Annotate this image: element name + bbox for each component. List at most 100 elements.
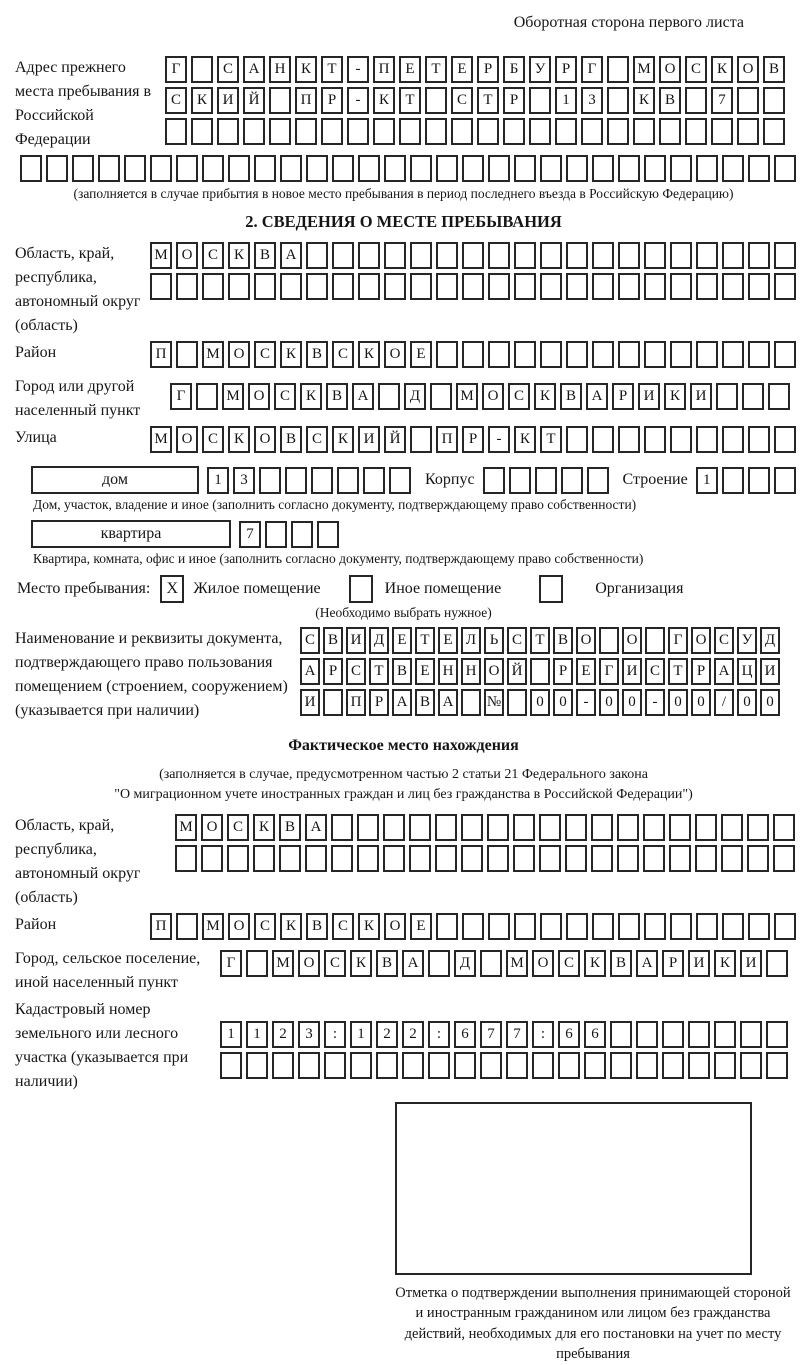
char-cell	[722, 155, 744, 182]
char-cell: Т	[321, 56, 343, 83]
char-cell	[72, 155, 94, 182]
char-cell	[774, 341, 796, 368]
document-field: Наименование и реквизиты документа, подт…	[15, 627, 792, 723]
char-cell: Т	[668, 658, 688, 685]
char-cell	[410, 426, 432, 453]
char-cell	[332, 155, 354, 182]
char-cell: 6	[454, 1020, 476, 1048]
char-cell: О	[384, 341, 406, 368]
char-cell	[669, 844, 691, 872]
char-cell	[618, 912, 640, 940]
char-cell	[436, 242, 458, 269]
char-cell: О	[737, 56, 759, 83]
char-cell	[462, 341, 484, 368]
char-cell: С	[714, 627, 734, 654]
char-cell: К	[358, 912, 380, 940]
char-cell	[633, 118, 655, 145]
char-cell	[659, 118, 681, 145]
char-cell: Р	[612, 383, 634, 410]
char-cell: 7	[239, 520, 261, 548]
district-label: Район	[15, 344, 57, 361]
char-cell	[461, 813, 483, 841]
char-cell	[514, 341, 536, 368]
char-cell	[529, 87, 551, 114]
char-cell: В	[610, 949, 632, 977]
char-cell	[540, 341, 562, 368]
char-cell	[436, 273, 458, 300]
char-cell	[688, 1020, 710, 1048]
char-cell: Т	[425, 56, 447, 83]
char-cell: 0	[691, 689, 711, 716]
char-cell: А	[438, 689, 458, 716]
char-cell: Р	[503, 87, 525, 114]
char-cell: 0	[553, 689, 573, 716]
char-cell: В	[306, 912, 328, 940]
char-cell: С	[227, 813, 249, 841]
char-cell	[389, 466, 411, 494]
char-cell: В	[254, 242, 276, 269]
char-cell: Т	[530, 627, 550, 654]
char-cell: 1	[555, 87, 577, 114]
char-cell: И	[358, 426, 380, 453]
char-cell: О	[484, 658, 504, 685]
char-cell	[599, 627, 619, 654]
char-cell	[399, 118, 421, 145]
char-cell	[176, 341, 198, 368]
char-cell	[358, 273, 380, 300]
char-cell	[774, 155, 796, 182]
char-cell: Й	[243, 87, 265, 114]
char-cell: О	[622, 627, 642, 654]
char-cell: К	[280, 912, 302, 940]
char-cell: С	[202, 426, 224, 453]
char-cell: Г	[668, 627, 688, 654]
char-cell: А	[586, 383, 608, 410]
char-cell	[617, 813, 639, 841]
char-cell: О	[576, 627, 596, 654]
char-cell: С	[300, 627, 320, 654]
char-cell	[566, 155, 588, 182]
char-cell	[513, 844, 535, 872]
char-cell: В	[415, 689, 435, 716]
char-cell	[488, 341, 510, 368]
confirmation-stamp-box	[395, 1101, 752, 1275]
actual-region-label: Область, край, республика, автономный ок…	[15, 816, 141, 906]
char-cell: 7	[506, 1020, 528, 1048]
char-cell	[514, 273, 536, 300]
char-cell	[592, 155, 614, 182]
char-cell	[748, 912, 770, 940]
char-cell	[487, 813, 509, 841]
street-label: Улица	[15, 429, 57, 446]
char-cell	[488, 273, 510, 300]
char-cell	[321, 118, 343, 145]
checkbox-organizatsiya	[539, 575, 564, 603]
char-cell: 2	[376, 1020, 398, 1048]
region-field: Область, край, республика, автономный ок…	[15, 242, 796, 338]
char-cell	[540, 155, 562, 182]
char-cell: 3	[233, 466, 255, 494]
char-cell	[246, 1051, 268, 1079]
char-cell	[566, 341, 588, 368]
char-cell	[607, 87, 629, 114]
char-cell: О	[659, 56, 681, 83]
char-cell	[435, 813, 457, 841]
char-cell: А	[243, 56, 265, 83]
char-cell: А	[352, 383, 374, 410]
char-cell: К	[332, 426, 354, 453]
char-cell	[373, 118, 395, 145]
char-cell: Д	[760, 627, 780, 654]
char-cell	[324, 1051, 346, 1079]
city-label: Город или другой населенный пункт	[15, 378, 141, 419]
char-cell: Е	[410, 341, 432, 368]
char-cell	[592, 341, 614, 368]
char-cell: И	[760, 658, 780, 685]
char-cell: С	[165, 87, 187, 114]
char-cell	[317, 520, 339, 548]
char-cell: И	[300, 689, 320, 716]
char-cell: О	[482, 383, 504, 410]
char-cell	[461, 844, 483, 872]
